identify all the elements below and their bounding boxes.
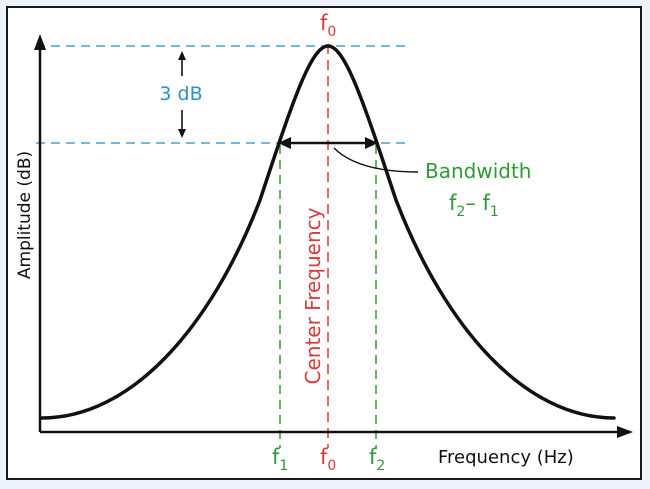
x-tick-f1: f1 <box>272 445 288 474</box>
center-frequency-label: Center Frequency <box>301 207 325 384</box>
db-label: 3 dB <box>159 83 202 105</box>
y-axis-arrow-icon <box>34 34 46 50</box>
resonance-curve <box>40 44 616 420</box>
x-axis-label: Frequency (Hz) <box>438 447 574 468</box>
f0-top-label: f0 <box>320 11 336 40</box>
bandwidth-formula: f2– f1 <box>449 191 499 220</box>
x-tick-f2: f2 <box>369 445 385 474</box>
bandwidth-arrow-right-icon <box>365 137 378 149</box>
db-arrow-up-icon <box>178 51 186 60</box>
bandwidth-label: Bandwidth <box>425 159 531 183</box>
x-axis-arrow-icon <box>617 426 633 438</box>
bandwidth-leader-line <box>333 147 419 173</box>
db-arrow-down-icon <box>178 129 186 138</box>
y-axis-label: Amplitude (dB) <box>15 151 35 279</box>
bandwidth-arrow-left-icon <box>278 137 291 149</box>
x-tick-f0: f0 <box>320 445 336 474</box>
